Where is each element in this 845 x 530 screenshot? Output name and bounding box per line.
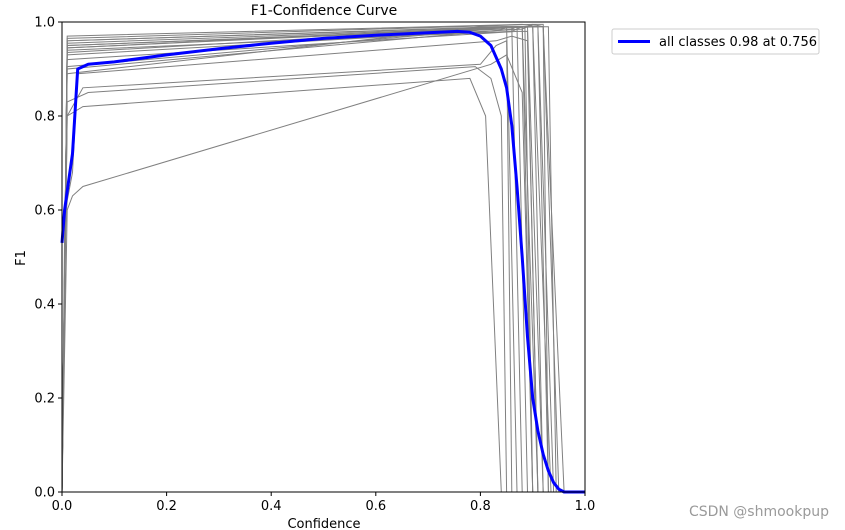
class-curve-15 (61, 40, 513, 493)
class-curve-16 (61, 66, 508, 493)
x-tick-label: 0.2 (156, 499, 177, 514)
plot-frame (61, 21, 586, 493)
x-tick-label: 1.0 (575, 499, 596, 514)
class-curve-18 (61, 54, 534, 493)
class-curve-4 (61, 23, 549, 493)
class-curve-2 (61, 26, 518, 493)
legend-box (611, 28, 820, 55)
x-tick-label: 0.0 (52, 499, 73, 514)
y-axis-ticks: 0.0 0.2 0.4 0.6 0.8 1.0 (34, 16, 62, 501)
class-curve-1 (61, 26, 534, 493)
class-curve-14 (61, 26, 528, 493)
chart-title: F1-Confidence Curve (251, 3, 397, 19)
class-curve-3 (61, 26, 544, 493)
x-axis-ticks: 0.0 0.2 0.4 0.6 0.8 1.0 (52, 492, 596, 514)
class-curve-7 (61, 23, 560, 493)
watermark: CSDN @shmookpup (688, 504, 829, 520)
all-classes-curve-group (60, 29, 585, 494)
class-curves (61, 23, 565, 493)
x-tick-label: 0.6 (365, 499, 386, 514)
class-curve-19 (61, 35, 539, 493)
class-curve-10 (61, 23, 549, 493)
y-tick-label: 0.8 (34, 110, 55, 125)
class-curve-17 (61, 77, 502, 493)
legend: all classes 0.98 at 0.756 (611, 28, 820, 55)
class-curve-12 (61, 26, 557, 493)
x-axis-label: Confidence (287, 517, 360, 530)
y-tick-label: 1.0 (34, 16, 55, 31)
all-classes-curve (60, 29, 585, 494)
x-tick-label: 0.4 (261, 499, 282, 514)
class-curve-11 (61, 26, 523, 493)
x-tick-label: 0.8 (470, 499, 491, 514)
y-tick-label: 0.4 (34, 298, 55, 313)
class-curve-8 (61, 26, 539, 493)
y-axis-label: F1 (14, 250, 29, 266)
class-curve-20 (61, 26, 534, 493)
legend-entry: all classes 0.98 at 0.756 (659, 35, 817, 50)
y-tick-label: 0.6 (34, 204, 55, 219)
class-curve-21 (61, 26, 565, 493)
y-tick-label: 0.0 (34, 486, 55, 501)
class-curve-6 (61, 26, 555, 493)
class-curve-5 (61, 30, 539, 493)
class-curve-9 (61, 26, 544, 493)
y-tick-label: 0.2 (34, 392, 55, 407)
